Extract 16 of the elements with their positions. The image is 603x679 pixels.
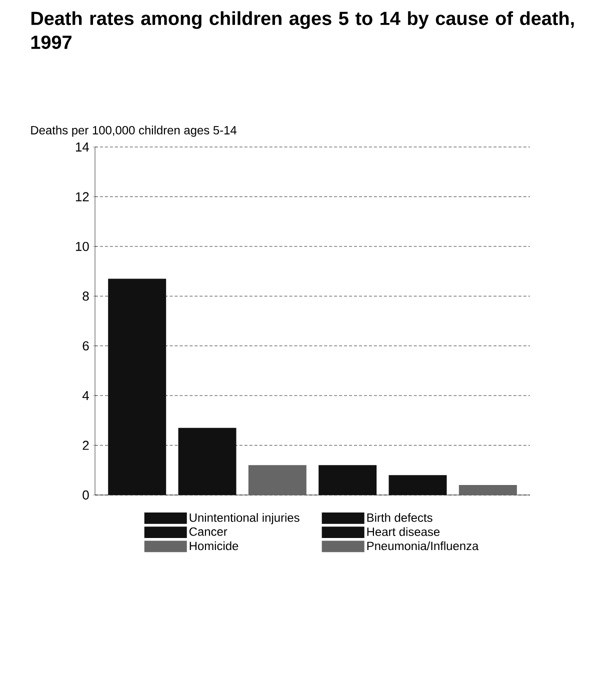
- y-axis-title: Deaths per 100,000 children ages 5-14: [31, 126, 237, 137]
- y-tick-label: 12: [76, 192, 89, 202]
- legend-label: Cancer: [189, 527, 228, 536]
- y-tick-label: 2: [82, 440, 89, 450]
- y-tick-label: 4: [82, 391, 89, 400]
- y-tick-label: 0: [82, 490, 89, 500]
- y-tick-label: 8: [82, 292, 89, 301]
- legend-label: Unintentional injuries: [190, 513, 300, 524]
- legend-label: Homicide: [190, 541, 238, 550]
- legend-label: Birth defects: [367, 513, 432, 522]
- y-tick-label: 14: [76, 142, 89, 152]
- y-tick-label: 10: [76, 242, 89, 252]
- legend-label: Pneumonia/Influenza: [367, 541, 479, 550]
- chart-title: Death rates among children ages 5 to 14 by cause of death, 1997: [31, 11, 574, 50]
- y-tick-label: 6: [82, 341, 89, 350]
- legend-label: Heart disease: [367, 527, 440, 536]
